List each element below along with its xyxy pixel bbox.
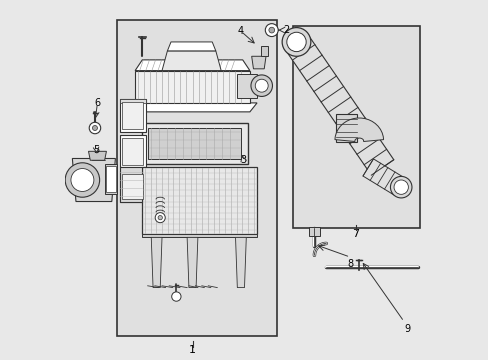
Polygon shape bbox=[120, 99, 145, 103]
Circle shape bbox=[389, 176, 411, 198]
Polygon shape bbox=[142, 167, 257, 234]
Polygon shape bbox=[88, 151, 106, 160]
Polygon shape bbox=[162, 51, 221, 71]
Polygon shape bbox=[334, 118, 383, 141]
Polygon shape bbox=[235, 237, 246, 288]
Bar bbox=[122, 174, 142, 199]
Polygon shape bbox=[260, 45, 267, 56]
Circle shape bbox=[282, 28, 310, 56]
Polygon shape bbox=[120, 167, 142, 202]
Text: 6: 6 bbox=[94, 98, 101, 108]
Text: 7: 7 bbox=[351, 229, 359, 239]
Polygon shape bbox=[142, 234, 257, 237]
Polygon shape bbox=[251, 56, 265, 69]
Circle shape bbox=[92, 126, 97, 131]
Polygon shape bbox=[72, 158, 115, 202]
Bar bbox=[142, 123, 247, 164]
Polygon shape bbox=[135, 71, 249, 103]
Text: 5: 5 bbox=[93, 144, 100, 154]
Text: 4: 4 bbox=[237, 26, 244, 36]
Polygon shape bbox=[151, 237, 162, 288]
Circle shape bbox=[71, 168, 94, 192]
Circle shape bbox=[250, 75, 272, 96]
Polygon shape bbox=[285, 34, 393, 175]
Circle shape bbox=[89, 122, 101, 134]
Circle shape bbox=[255, 79, 267, 92]
Bar bbox=[120, 99, 145, 132]
Text: 1: 1 bbox=[189, 345, 196, 355]
Circle shape bbox=[268, 27, 274, 33]
Polygon shape bbox=[167, 42, 215, 51]
Polygon shape bbox=[104, 164, 117, 194]
Circle shape bbox=[286, 32, 305, 51]
Polygon shape bbox=[237, 74, 257, 98]
Circle shape bbox=[265, 24, 278, 37]
Circle shape bbox=[171, 292, 181, 301]
Bar bbox=[292, 26, 419, 228]
Bar bbox=[122, 138, 142, 165]
Text: 9: 9 bbox=[404, 324, 410, 334]
Polygon shape bbox=[105, 166, 116, 192]
Bar bbox=[148, 128, 241, 159]
Text: 3: 3 bbox=[240, 155, 246, 165]
Polygon shape bbox=[187, 237, 198, 288]
Polygon shape bbox=[135, 60, 249, 71]
Polygon shape bbox=[128, 103, 257, 112]
Circle shape bbox=[65, 163, 100, 197]
Bar bbox=[117, 21, 276, 336]
Bar bbox=[120, 171, 145, 202]
Circle shape bbox=[155, 213, 165, 223]
Text: 8: 8 bbox=[346, 259, 353, 269]
Bar bbox=[308, 226, 319, 235]
Polygon shape bbox=[335, 114, 357, 142]
Bar bbox=[122, 102, 142, 129]
Text: 2: 2 bbox=[282, 25, 288, 35]
Circle shape bbox=[393, 180, 407, 194]
Circle shape bbox=[158, 216, 162, 220]
Bar bbox=[120, 135, 145, 167]
Polygon shape bbox=[362, 159, 405, 196]
